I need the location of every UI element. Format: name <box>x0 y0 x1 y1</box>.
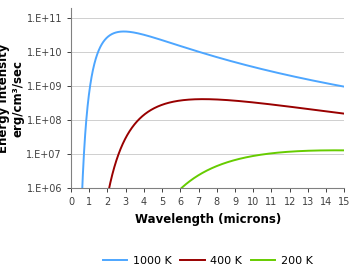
1000 K <box>122 30 126 33</box>
Line: 200 K: 200 K <box>75 150 344 269</box>
400 K <box>176 99 180 102</box>
200 K <box>188 179 192 183</box>
1000 K <box>103 38 108 41</box>
400 K <box>308 108 312 111</box>
1000 K <box>342 85 346 88</box>
Legend: 1000 K, 400 K, 200 K: 1000 K, 400 K, 200 K <box>98 252 317 269</box>
1000 K <box>337 84 341 87</box>
400 K <box>103 207 108 210</box>
200 K <box>333 149 337 152</box>
200 K <box>337 149 341 152</box>
1000 K <box>119 30 124 33</box>
Line: 400 K: 400 K <box>75 99 344 269</box>
Line: 1000 K: 1000 K <box>75 31 344 269</box>
200 K <box>308 149 312 152</box>
X-axis label: Wavelength (microns): Wavelength (microns) <box>135 213 281 226</box>
400 K <box>119 145 124 148</box>
1000 K <box>188 47 192 51</box>
Y-axis label: Energy Intensity
erg/cm³/sec: Energy Intensity erg/cm³/sec <box>0 44 25 153</box>
1000 K <box>176 44 180 47</box>
400 K <box>188 98 192 101</box>
200 K <box>342 149 346 152</box>
200 K <box>176 190 180 193</box>
400 K <box>342 112 346 115</box>
1000 K <box>308 78 312 82</box>
400 K <box>337 111 341 115</box>
400 K <box>201 98 205 101</box>
